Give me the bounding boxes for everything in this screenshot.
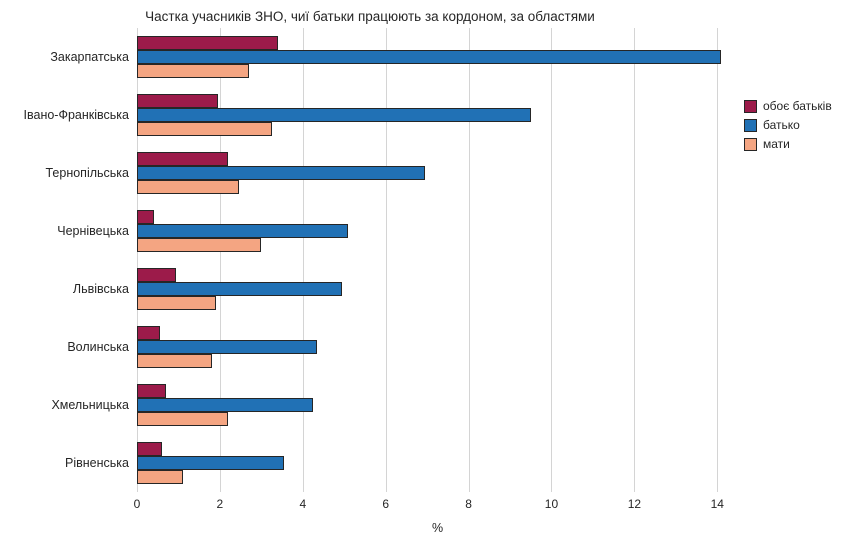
bar	[137, 108, 531, 122]
category-label: Львівська	[72, 282, 129, 296]
x-tick-label: 12	[627, 497, 642, 511]
x-tick-label: 10	[544, 497, 559, 511]
category-label: Чернівецька	[57, 224, 129, 238]
bar	[137, 122, 272, 136]
bar	[137, 340, 318, 354]
bar	[137, 470, 183, 484]
gridline	[468, 28, 470, 492]
bar	[137, 456, 285, 470]
legend-swatch	[744, 137, 757, 151]
x-tick-label: 0	[133, 497, 141, 511]
y-axis-labels: Закарпатська Івано-Франківська Тернопільсь…	[0, 28, 129, 492]
chart-title: Частка учасників ЗНО, чиї батьки працюют…	[145, 9, 595, 24]
legend-swatch	[744, 99, 757, 113]
bar	[137, 442, 162, 456]
bar	[137, 180, 239, 194]
x-tick-label: 6	[382, 497, 390, 511]
gridline	[551, 28, 553, 492]
bar-group	[137, 202, 738, 260]
bar	[137, 398, 314, 412]
bar	[137, 354, 212, 368]
category-label: Івано-Франківська	[23, 108, 129, 122]
legend-label: обоє батьків	[763, 99, 832, 113]
bar-group	[137, 144, 738, 202]
legend-label: батько	[763, 118, 800, 132]
legend-label: мати	[763, 137, 790, 151]
bar-group	[137, 318, 738, 376]
x-axis: 0 2 4 6 8 10 12 14	[133, 497, 738, 513]
x-tick-label: 8	[465, 497, 472, 511]
x-tick-label: 14	[710, 497, 724, 511]
bar	[137, 412, 229, 426]
legend-swatch	[744, 118, 757, 132]
x-tick-label: 4	[299, 497, 307, 511]
gridline	[302, 28, 304, 492]
bar	[137, 94, 218, 108]
plot-area	[137, 28, 738, 492]
bar	[137, 296, 216, 310]
category-label: Рівненська	[65, 456, 129, 470]
bar-group	[137, 260, 738, 318]
bar	[137, 224, 349, 238]
bar	[137, 166, 426, 180]
legend-item: мати	[744, 137, 832, 151]
legend: обоє батьків батько мати	[744, 99, 832, 156]
bar-group	[137, 28, 738, 86]
bar	[137, 210, 154, 224]
bar	[137, 282, 343, 296]
legend-item: обоє батьків	[744, 99, 832, 113]
bar	[137, 36, 278, 50]
bar	[137, 50, 722, 64]
bar	[137, 64, 249, 78]
bar-group	[137, 86, 738, 144]
category-label: Закарпатська	[50, 50, 129, 64]
bar-group	[137, 376, 738, 434]
x-axis-label: %	[431, 521, 444, 535]
gridline	[137, 28, 138, 492]
x-tick-label: 2	[216, 497, 224, 511]
bar	[137, 384, 166, 398]
bar	[137, 152, 229, 166]
category-label: Тернопільська	[45, 166, 129, 180]
bar-group	[137, 434, 738, 492]
gridline	[385, 28, 387, 492]
legend-item: батько	[744, 118, 832, 132]
gridline	[219, 28, 221, 492]
bar	[137, 238, 262, 252]
category-label: Хмельницька	[51, 398, 129, 412]
bar	[137, 268, 177, 282]
gridline	[717, 28, 719, 492]
category-label: Волинська	[67, 340, 129, 354]
bar	[137, 326, 160, 340]
gridline	[634, 28, 636, 492]
